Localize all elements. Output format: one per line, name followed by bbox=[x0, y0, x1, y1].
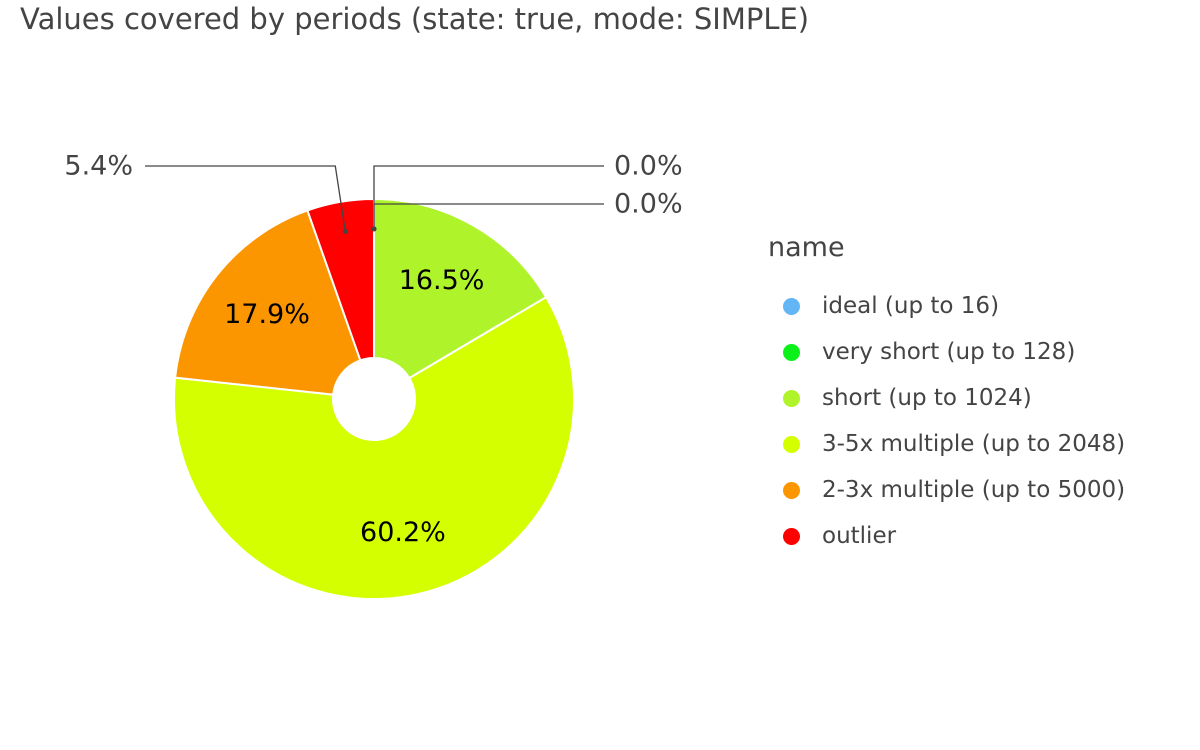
pie-slices bbox=[173, 197, 575, 600]
pie-callouts: 0.0% 0.0% 5.4% bbox=[64, 151, 683, 234]
pie-slice-3-5x-multiple-up-to-2048 bbox=[173, 295, 575, 600]
slice-label-short-up-to-1024: 16.5% bbox=[399, 265, 485, 296]
legend-label: ideal (up to 16) bbox=[822, 293, 1000, 319]
pie-slice-short-up-to-1024 bbox=[373, 197, 548, 380]
legend-item-3-5x-multiple-up-to-2048[interactable]: 3-5x multiple (up to 2048) bbox=[768, 421, 1125, 467]
legend-label: 3-5x multiple (up to 2048) bbox=[822, 431, 1126, 457]
callout-label-ideal-up-to-16: 0.0% bbox=[614, 151, 683, 182]
legend-label: short (up to 1024) bbox=[822, 385, 1032, 411]
legend-title: name bbox=[768, 232, 845, 263]
chart-title: Values covered by periods (state: true, … bbox=[20, 2, 810, 36]
legend-marker-icon bbox=[783, 297, 800, 315]
legend-label: outlier bbox=[822, 523, 897, 549]
legend-item-ideal-up-to-16[interactable]: ideal (up to 16) bbox=[768, 283, 1125, 329]
callout-line-outlier bbox=[145, 165, 346, 232]
legend-marker-icon bbox=[783, 527, 800, 545]
pie-slice-2-3x-multiple-up-to-5000 bbox=[174, 209, 362, 396]
slice-label-2-3x-multiple-up-to-5000: 17.9% bbox=[224, 299, 310, 330]
legend-item-very-short-up-to-128[interactable]: very short (up to 128) bbox=[768, 329, 1125, 375]
pie-inside-labels: 16.5% 60.2% 17.9% bbox=[224, 265, 484, 548]
legend-items: ideal (up to 16) very short (up to 128) sh… bbox=[768, 283, 1125, 559]
legend-marker-icon bbox=[783, 481, 800, 499]
callout-label-very-short-up-to-128: 0.0% bbox=[614, 189, 683, 220]
legend-marker-icon bbox=[783, 389, 800, 407]
legend-label: very short (up to 128) bbox=[822, 339, 1076, 365]
legend: name ideal (up to 16) very short (up to 1… bbox=[768, 232, 1125, 559]
legend-label: 2-3x multiple (up to 5000) bbox=[822, 477, 1126, 503]
legend-item-2-3x-multiple-up-to-5000[interactable]: 2-3x multiple (up to 5000) bbox=[768, 467, 1125, 513]
legend-marker-icon bbox=[783, 435, 800, 453]
legend-marker-icon bbox=[783, 343, 800, 361]
legend-item-outlier[interactable]: outlier bbox=[768, 513, 1125, 559]
callout-line-very-short-up-to-128 bbox=[373, 203, 604, 229]
slice-label-3-5x-multiple-up-to-2048: 60.2% bbox=[360, 517, 446, 548]
legend-item-short-up-to-1024[interactable]: short (up to 1024) bbox=[768, 375, 1125, 421]
callout-label-outlier: 5.4% bbox=[64, 151, 133, 182]
